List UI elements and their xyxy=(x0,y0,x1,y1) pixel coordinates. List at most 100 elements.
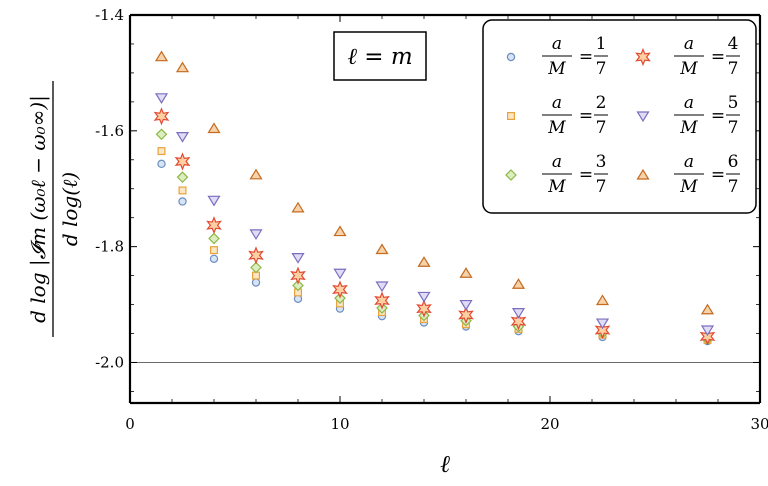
legend-label: a xyxy=(552,152,562,172)
x-tick-label: 30 xyxy=(750,415,768,433)
legend-item: aM =1 7 xyxy=(506,34,608,79)
legend-marker xyxy=(505,169,517,181)
legend-item: aM =4 7 xyxy=(635,34,740,79)
y-axis-ticks: -2.0 -1.8 -1.6 -1.4 xyxy=(95,6,760,392)
data-point xyxy=(511,308,526,319)
legend-marker xyxy=(636,111,650,123)
data-point xyxy=(510,312,527,331)
data-point xyxy=(700,325,715,337)
legend-frame xyxy=(482,19,757,214)
legend-label: a xyxy=(552,34,562,54)
x-tick-label: 0 xyxy=(125,415,135,433)
legend-item: aM =2 7 xyxy=(507,93,608,138)
legend-label: = xyxy=(579,165,593,185)
data-point xyxy=(176,171,189,183)
plot-frame xyxy=(128,13,762,405)
legend-label: 4 xyxy=(728,34,739,54)
legend-label: a xyxy=(552,93,562,113)
data-point xyxy=(249,229,263,241)
legend-label: a xyxy=(684,93,694,113)
data-point xyxy=(207,122,221,134)
data-points xyxy=(153,50,716,346)
legend-label: = xyxy=(579,47,593,67)
legend-label: 7 xyxy=(728,118,739,138)
legend-label: = xyxy=(711,106,725,126)
data-point xyxy=(511,278,526,289)
data-point xyxy=(210,246,219,255)
data-point xyxy=(174,152,191,171)
y-tick-label: -2.0 xyxy=(95,353,124,371)
legend-label: 1 xyxy=(596,34,607,54)
data-point xyxy=(459,299,473,311)
data-point xyxy=(417,291,431,303)
legend-label: 2 xyxy=(596,93,607,113)
y-tick-label: -1.4 xyxy=(95,6,124,24)
legend-label: a xyxy=(684,34,694,54)
data-point xyxy=(208,232,220,245)
data-point xyxy=(290,266,306,285)
y-tick-label: -1.6 xyxy=(95,122,124,140)
legend-marker xyxy=(635,47,651,67)
data-point xyxy=(207,195,221,207)
data-point xyxy=(332,280,348,299)
annotation-box: ℓ = m xyxy=(333,31,427,81)
x-tick-label: 10 xyxy=(330,415,349,433)
data-point xyxy=(157,147,166,156)
y-axis-label-denominator: d log(ℓ) xyxy=(58,172,82,246)
data-point xyxy=(333,225,347,237)
series-4 xyxy=(153,107,716,346)
legend-label: M xyxy=(679,59,698,79)
data-point xyxy=(375,281,389,293)
legend-item: aM =5 7 xyxy=(636,93,740,138)
legend-label: M xyxy=(547,59,566,79)
legend-label: 7 xyxy=(596,118,607,138)
data-point xyxy=(153,107,170,126)
legend-label: a xyxy=(684,152,694,172)
annotation-text: ℓ = m xyxy=(347,44,412,70)
legend-label: 5 xyxy=(728,93,739,113)
x-axis-ticks: 0 10 20 30 xyxy=(125,15,768,433)
legend-label: 3 xyxy=(596,152,607,172)
data-point xyxy=(249,168,263,180)
y-axis-label-numerator: d log |𝓘m (ω₀ℓ − ω₀∞)| xyxy=(26,95,51,323)
legend-label: = xyxy=(711,47,725,67)
legend-label: M xyxy=(547,118,566,138)
data-point xyxy=(375,243,389,255)
data-point xyxy=(459,267,473,278)
data-point xyxy=(333,268,347,280)
x-axis-label: ℓ xyxy=(440,450,450,478)
annotation-frame xyxy=(333,31,427,81)
data-point xyxy=(178,197,187,206)
legend-label: = xyxy=(711,165,725,185)
data-point xyxy=(175,61,190,73)
data-point xyxy=(248,246,264,265)
series-5 xyxy=(154,93,715,337)
data-point xyxy=(699,327,716,346)
data-point xyxy=(374,291,390,310)
legend-label: 7 xyxy=(596,59,607,79)
legend-item: aM =6 7 xyxy=(636,152,740,197)
data-point xyxy=(458,305,474,325)
data-point xyxy=(292,279,304,292)
data-point xyxy=(175,132,190,143)
legend-marker xyxy=(507,111,516,120)
data-point xyxy=(417,256,431,267)
data-point xyxy=(209,254,219,264)
legend-label: M xyxy=(679,118,698,138)
legend-label: M xyxy=(547,177,566,197)
data-point xyxy=(154,93,169,104)
data-point xyxy=(291,201,305,213)
data-point xyxy=(250,261,262,274)
y-axis-label: d log |𝓘m (ω₀ℓ − ω₀∞)| d log(ℓ) xyxy=(26,81,82,337)
data-point xyxy=(595,294,610,306)
x-tick-label: 20 xyxy=(540,415,559,433)
data-point xyxy=(291,253,305,264)
legend-label: 6 xyxy=(728,152,739,172)
series-6 xyxy=(154,50,715,315)
data-point xyxy=(178,186,187,195)
legend-marker xyxy=(506,52,516,62)
data-point xyxy=(206,216,222,235)
legend-label: 7 xyxy=(596,177,607,197)
